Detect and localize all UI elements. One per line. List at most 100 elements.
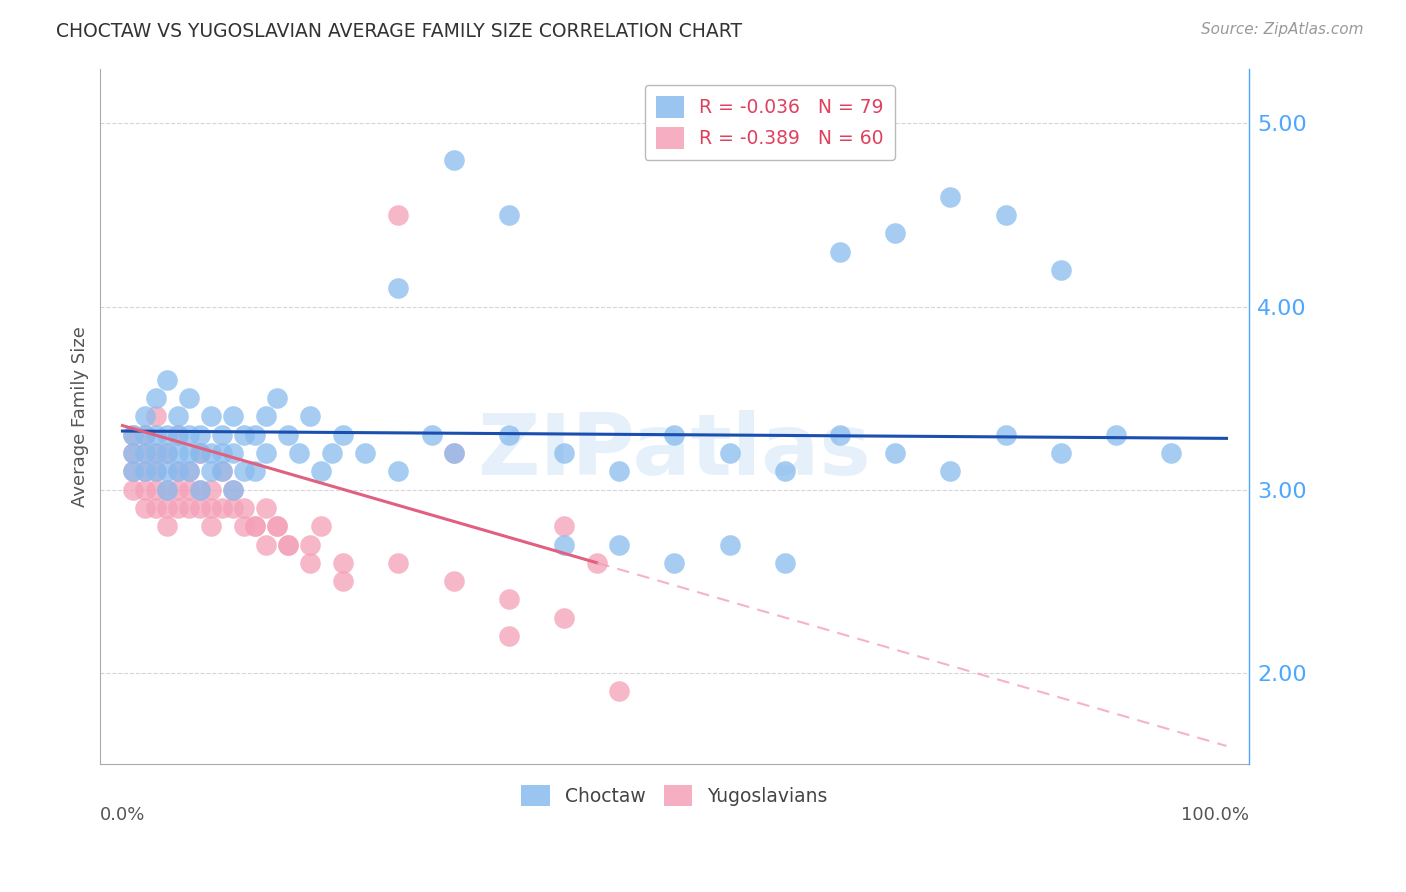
Point bbox=[607, 684, 630, 698]
Point bbox=[200, 464, 222, 478]
Point bbox=[1160, 446, 1182, 460]
Point bbox=[188, 446, 211, 460]
Point bbox=[266, 519, 288, 533]
Legend: Choctaw, Yugoslavians: Choctaw, Yugoslavians bbox=[510, 773, 839, 817]
Point bbox=[607, 464, 630, 478]
Point bbox=[443, 446, 465, 460]
Point bbox=[200, 483, 222, 497]
Point bbox=[718, 446, 741, 460]
Point bbox=[145, 500, 167, 515]
Point bbox=[222, 500, 245, 515]
Point bbox=[321, 446, 343, 460]
Point bbox=[155, 446, 177, 460]
Text: CHOCTAW VS YUGOSLAVIAN AVERAGE FAMILY SIZE CORRELATION CHART: CHOCTAW VS YUGOSLAVIAN AVERAGE FAMILY SI… bbox=[56, 22, 742, 41]
Point bbox=[134, 409, 156, 424]
Point bbox=[586, 556, 609, 570]
Point bbox=[155, 483, 177, 497]
Point bbox=[222, 446, 245, 460]
Point bbox=[166, 427, 188, 442]
Point bbox=[145, 446, 167, 460]
Point bbox=[277, 537, 299, 551]
Point bbox=[211, 500, 233, 515]
Point bbox=[222, 483, 245, 497]
Point bbox=[664, 427, 686, 442]
Point bbox=[288, 446, 311, 460]
Point bbox=[200, 409, 222, 424]
Point bbox=[145, 464, 167, 478]
Point bbox=[277, 427, 299, 442]
Point bbox=[211, 464, 233, 478]
Point bbox=[1105, 427, 1128, 442]
Text: ZIPatlas: ZIPatlas bbox=[478, 409, 872, 492]
Point bbox=[145, 427, 167, 442]
Point bbox=[222, 409, 245, 424]
Point bbox=[232, 464, 254, 478]
Point bbox=[664, 556, 686, 570]
Point bbox=[134, 427, 156, 442]
Point bbox=[387, 464, 409, 478]
Point bbox=[243, 519, 266, 533]
Point bbox=[177, 464, 200, 478]
Point bbox=[166, 409, 188, 424]
Point bbox=[211, 427, 233, 442]
Point bbox=[884, 446, 907, 460]
Point bbox=[177, 464, 200, 478]
Point bbox=[299, 537, 322, 551]
Point bbox=[166, 500, 188, 515]
Point bbox=[122, 446, 145, 460]
Point bbox=[243, 519, 266, 533]
Point bbox=[166, 464, 188, 478]
Point bbox=[299, 409, 322, 424]
Point bbox=[443, 574, 465, 589]
Point bbox=[177, 483, 200, 497]
Point bbox=[299, 556, 322, 570]
Point bbox=[166, 464, 188, 478]
Point bbox=[243, 427, 266, 442]
Point bbox=[309, 519, 332, 533]
Point bbox=[134, 500, 156, 515]
Point bbox=[309, 464, 332, 478]
Point bbox=[443, 446, 465, 460]
Point bbox=[254, 500, 277, 515]
Point bbox=[188, 483, 211, 497]
Point bbox=[1050, 263, 1073, 277]
Point bbox=[553, 446, 575, 460]
Point bbox=[266, 391, 288, 405]
Y-axis label: Average Family Size: Average Family Size bbox=[72, 326, 89, 507]
Point bbox=[232, 519, 254, 533]
Point bbox=[166, 446, 188, 460]
Point bbox=[122, 483, 145, 497]
Point bbox=[145, 446, 167, 460]
Point bbox=[498, 427, 520, 442]
Point bbox=[498, 629, 520, 643]
Point bbox=[607, 537, 630, 551]
Point bbox=[188, 483, 211, 497]
Point bbox=[773, 556, 796, 570]
Point bbox=[134, 483, 156, 497]
Point bbox=[254, 409, 277, 424]
Point bbox=[498, 208, 520, 222]
Point bbox=[134, 427, 156, 442]
Point bbox=[420, 427, 443, 442]
Point bbox=[994, 208, 1017, 222]
Point bbox=[211, 446, 233, 460]
Point bbox=[134, 446, 156, 460]
Point bbox=[773, 464, 796, 478]
Point bbox=[122, 446, 145, 460]
Point bbox=[155, 446, 177, 460]
Point bbox=[200, 519, 222, 533]
Point bbox=[254, 446, 277, 460]
Point bbox=[553, 519, 575, 533]
Point bbox=[387, 556, 409, 570]
Point bbox=[166, 483, 188, 497]
Point bbox=[939, 464, 962, 478]
Point bbox=[332, 427, 354, 442]
Point bbox=[145, 464, 167, 478]
Point bbox=[188, 446, 211, 460]
Point bbox=[884, 227, 907, 241]
Point bbox=[200, 446, 222, 460]
Point bbox=[387, 208, 409, 222]
Text: 0.0%: 0.0% bbox=[100, 806, 146, 824]
Point bbox=[222, 483, 245, 497]
Point bbox=[155, 373, 177, 387]
